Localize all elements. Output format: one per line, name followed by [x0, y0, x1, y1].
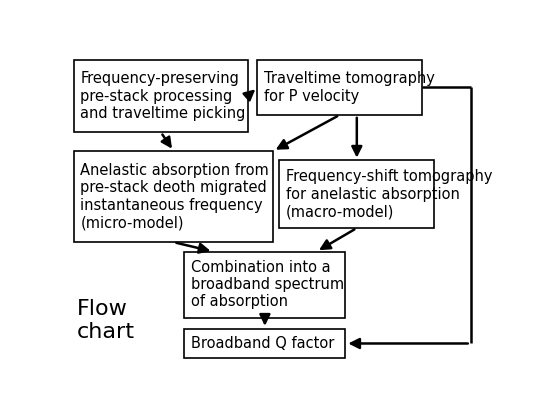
Text: Flow
chart: Flow chart [77, 299, 135, 342]
FancyBboxPatch shape [74, 60, 247, 132]
FancyBboxPatch shape [74, 151, 273, 242]
Text: Frequency-shift tomography
for anelastic absorption
(macro-model): Frequency-shift tomography for anelastic… [286, 169, 492, 219]
Text: Anelastic absorption from
pre-stack deoth migrated
instantaneous frequency
(micr: Anelastic absorption from pre-stack deot… [80, 163, 269, 230]
Text: Frequency-preserving
pre-stack processing
and traveltime picking: Frequency-preserving pre-stack processin… [80, 71, 246, 121]
FancyBboxPatch shape [257, 60, 422, 115]
Text: Traveltime tomography
for P velocity: Traveltime tomography for P velocity [264, 71, 434, 104]
FancyBboxPatch shape [279, 160, 434, 228]
FancyBboxPatch shape [184, 328, 345, 358]
Text: Broadband Q factor: Broadband Q factor [191, 336, 334, 351]
FancyBboxPatch shape [184, 252, 345, 317]
Text: Combination into a
broadband spectrum
of absorption: Combination into a broadband spectrum of… [191, 259, 344, 310]
